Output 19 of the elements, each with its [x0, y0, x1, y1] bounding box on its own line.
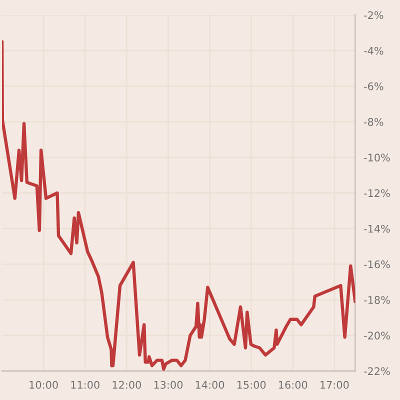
- x-tick-label: 14:00: [196, 380, 224, 389]
- y-tick-label: -20%: [364, 332, 390, 340]
- x-tick-label: 10:00: [30, 380, 58, 389]
- y-tick-label: -12%: [364, 189, 390, 198]
- x-tick-label: 12:00: [112, 380, 141, 389]
- y-tick-label: -22%: [364, 367, 390, 376]
- y-tick-label: -8%: [364, 118, 384, 126]
- y-tick-label: -4%: [364, 46, 384, 55]
- x-tick-label: 15:00: [237, 380, 266, 389]
- y-tick-label: -2%: [364, 11, 384, 20]
- x-tick-label: 16:00: [279, 380, 308, 389]
- y-tick-label: -18%: [364, 296, 390, 304]
- x-tick-label: 17:00: [320, 380, 349, 389]
- y-tick-label: -6%: [364, 82, 384, 90]
- y-tick-label: -14%: [364, 224, 390, 233]
- y-tick-label: -10%: [364, 154, 390, 162]
- y-tick-label: -16%: [364, 260, 390, 268]
- x-tick-label: 13:00: [154, 380, 183, 389]
- x-tick-label: 11:00: [71, 380, 100, 389]
